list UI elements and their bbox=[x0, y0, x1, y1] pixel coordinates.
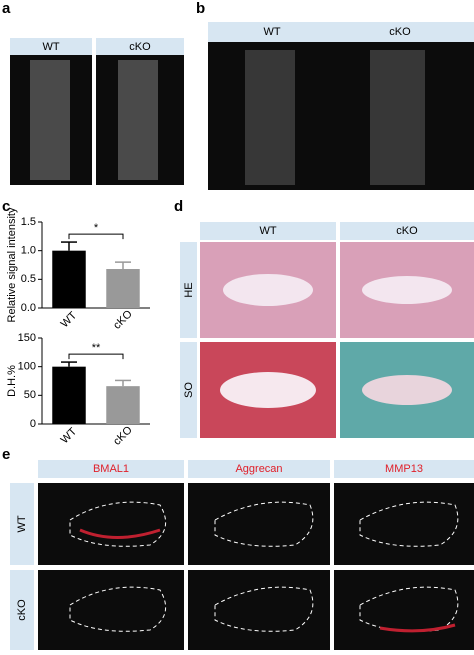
column-label: cKO bbox=[396, 225, 418, 237]
y-tick-label: 0.0 bbox=[21, 302, 36, 314]
row-label: cKO bbox=[16, 599, 28, 621]
image bbox=[334, 570, 474, 650]
y-tick-label: 1.0 bbox=[21, 245, 36, 257]
outline bbox=[359, 501, 459, 547]
image bbox=[38, 483, 184, 565]
header bbox=[208, 22, 474, 42]
header bbox=[188, 460, 330, 478]
column-label: WT bbox=[42, 41, 59, 53]
x-tick-label: WT bbox=[59, 425, 80, 446]
y-tick-label: 100 bbox=[18, 361, 36, 373]
y-tick-label: 0.5 bbox=[21, 273, 36, 285]
y-tick-label: 150 bbox=[18, 332, 36, 344]
column-label: MMP13 bbox=[385, 463, 423, 475]
panel-label: e bbox=[2, 446, 10, 463]
spine bbox=[245, 50, 295, 185]
bar bbox=[106, 269, 140, 308]
column-label: Aggrecan bbox=[235, 463, 282, 475]
disc bbox=[362, 276, 452, 304]
y-axis-label: D.H.% bbox=[6, 365, 18, 397]
header bbox=[38, 460, 184, 478]
disc bbox=[223, 274, 313, 306]
header bbox=[334, 460, 474, 478]
panel-label: a bbox=[2, 0, 11, 17]
significance-bracket bbox=[68, 233, 124, 240]
stain bbox=[79, 528, 161, 539]
header bbox=[96, 38, 184, 55]
bar bbox=[52, 250, 86, 308]
outline bbox=[69, 501, 167, 547]
x-tick-label: cKO bbox=[111, 308, 135, 332]
header bbox=[10, 570, 34, 650]
column-label: cKO bbox=[389, 26, 411, 38]
header bbox=[340, 222, 474, 240]
panel-label: c bbox=[2, 198, 10, 215]
panel-label: b bbox=[196, 0, 205, 17]
header bbox=[200, 222, 336, 240]
significance-bracket bbox=[68, 353, 124, 360]
spine bbox=[370, 50, 425, 185]
column-label: cKO bbox=[129, 41, 151, 53]
header bbox=[180, 242, 197, 338]
image bbox=[38, 570, 184, 650]
image bbox=[334, 483, 474, 565]
bar bbox=[52, 366, 86, 424]
y-tick-label: 1.5 bbox=[21, 216, 36, 228]
x-tick-label: WT bbox=[59, 309, 80, 330]
row-label: WT bbox=[16, 515, 28, 532]
image bbox=[188, 483, 330, 565]
disc bbox=[362, 375, 452, 405]
vertebra bbox=[30, 60, 70, 180]
panel-label: d bbox=[174, 198, 183, 215]
bar bbox=[106, 386, 140, 424]
column-label: WT bbox=[259, 225, 276, 237]
significance: * bbox=[94, 222, 99, 234]
column-label: WT bbox=[263, 26, 280, 38]
outline bbox=[214, 501, 314, 547]
outline bbox=[69, 586, 167, 632]
vertebra bbox=[118, 60, 158, 180]
disc bbox=[220, 372, 316, 408]
row-label: SO bbox=[183, 382, 195, 398]
image bbox=[188, 570, 330, 650]
header bbox=[10, 38, 92, 55]
significance: ** bbox=[92, 342, 101, 354]
outline bbox=[214, 586, 314, 632]
header bbox=[180, 342, 197, 438]
row-label: HE bbox=[183, 282, 195, 297]
header bbox=[10, 483, 34, 565]
stain bbox=[379, 623, 456, 633]
x-tick-label: cKO bbox=[111, 424, 135, 448]
column-label: BMAL1 bbox=[93, 463, 129, 475]
y-tick-label: 50 bbox=[24, 389, 36, 401]
y-axis-label: Relative signal intensity bbox=[6, 207, 18, 322]
y-tick-label: 0 bbox=[30, 418, 36, 430]
